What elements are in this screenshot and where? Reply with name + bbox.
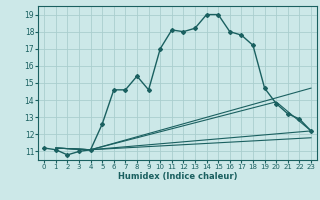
X-axis label: Humidex (Indice chaleur): Humidex (Indice chaleur) [118, 172, 237, 181]
